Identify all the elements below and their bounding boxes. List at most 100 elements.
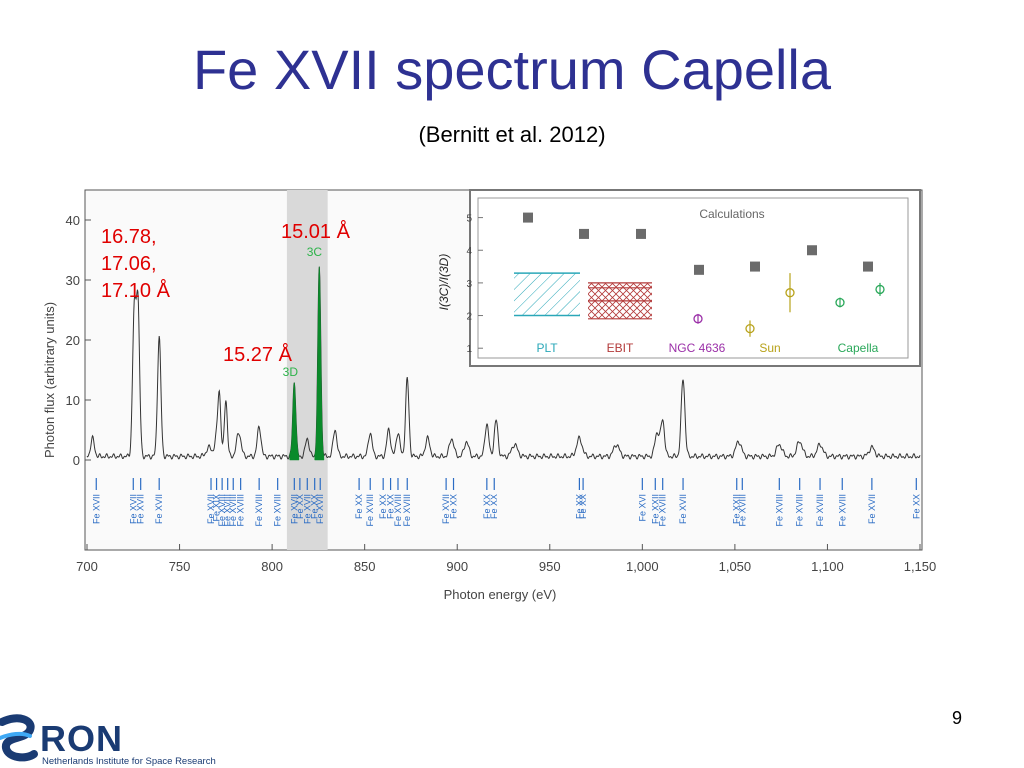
ion-label: Fe XX (310, 494, 320, 519)
slide-subtitle: (Bernitt et al. 2012) (418, 122, 606, 147)
inset-y-tick-label: 3 (466, 279, 472, 290)
ion-label: Fe XVIII (228, 494, 238, 527)
slide-title: Fe XVII spectrum Capella (192, 38, 832, 101)
ion-label: Fe XVII (154, 494, 164, 524)
sron-logo-mark (0, 714, 38, 762)
spectrum-plot: 0 10 20 30 40 700 750 800 850 900 950 1,000 1,050 1,1… (42, 190, 936, 602)
spectrum-line (86, 266, 921, 460)
ion-label: Fe XVII (678, 494, 688, 524)
ion-label: Fe XX (482, 494, 492, 519)
annotation-3c-wavelength: 15.01 Å (281, 221, 350, 243)
inset-title: Calculations (699, 207, 764, 221)
annotation-left-wavelengths: 16.78, 17.06, 17.10 Å (101, 224, 170, 305)
ion-label: Fe XX (578, 494, 588, 519)
x-tick-label: 700 (76, 559, 98, 574)
inset-y-tick-label: 2 (466, 312, 472, 323)
annotation-left-line-1: 16.78, (101, 226, 157, 248)
line-label-3d: 3D (283, 365, 299, 379)
inset-category-label: NGC 4636 (669, 341, 726, 355)
ion-label: Fe XX (489, 494, 499, 519)
ion-label: Fe XVIII (236, 494, 246, 527)
ion-label: Fe XXII (732, 494, 742, 524)
inset-y-tick-label: 1 (466, 344, 472, 355)
inset-y-axis-title: I(3C)/I(3D) (437, 254, 451, 311)
ion-label: Fe XVII (867, 494, 877, 524)
x-tick-label: 750 (169, 559, 191, 574)
ion-label: Fe XVIII (273, 494, 283, 527)
ion-label: Fe XX (295, 494, 305, 519)
calculation-point (523, 212, 533, 223)
observation-point (835, 297, 845, 308)
line-label-3c: 3C (307, 245, 323, 259)
ion-label: Fe XVIII (393, 494, 403, 527)
ion-label: Fe XXII (650, 494, 660, 524)
observation-point (785, 288, 795, 298)
x-tick-label: 800 (261, 559, 283, 574)
annotation-3d-wavelength: 15.27 Å (223, 344, 292, 366)
ion-label: Fe XVIII (217, 494, 227, 527)
x-axis-title: Photon energy (eV) (444, 587, 557, 602)
ion-label: Fe XVI (637, 494, 647, 522)
y-tick-label: 0 (73, 453, 80, 468)
inset-category-label: PLT (536, 341, 558, 355)
ion-label: Fe XVIII (837, 494, 847, 527)
ion-label: Fe XVIII (365, 494, 375, 527)
inset-category-label: EBIT (607, 341, 634, 355)
ion-label: Fe XX (449, 494, 459, 519)
calculation-point (636, 228, 646, 239)
inset-ratio-plot: Calculations I(3C)/I(3D) 1 2 3 4 5 PLT EBIT NGC 4… (437, 189, 921, 367)
ion-label: Fe XVIII (737, 494, 747, 527)
highlighted-line (289, 382, 300, 461)
ion-label: Fe XVIII (795, 494, 805, 527)
annotation-left-line-3: 17.10 Å (101, 280, 170, 302)
annotation-left-line-2: 17.06, (101, 253, 157, 275)
ion-label: Fe XVII (128, 494, 138, 524)
ion-label: Fe XVII (315, 494, 325, 524)
page-number: 9 (951, 708, 962, 728)
ion-label: Fe XVII (302, 494, 312, 524)
x-tick-label: 1,150 (904, 559, 937, 574)
ion-label: Fe XVIII (815, 494, 825, 527)
calculation-point (807, 245, 817, 256)
y-tick-label: 40 (66, 213, 80, 228)
ion-label: Fe XVII (441, 494, 451, 524)
ion-label: Fe XVIII (402, 494, 412, 527)
calculation-point (750, 261, 760, 272)
x-tick-label: 1,050 (719, 559, 752, 574)
observation-point (745, 323, 755, 334)
y-tick-label: 20 (66, 333, 80, 348)
sron-logo-text: RON (40, 718, 123, 759)
ion-label: Fe XVIII (223, 494, 233, 527)
ion-label: Fe XX (354, 494, 364, 519)
ion-label: Fe XVIII (254, 494, 264, 527)
ion-label: Fe XVII (206, 494, 216, 524)
ion-label: Fe XX (574, 494, 584, 519)
observation-point (875, 284, 885, 295)
y-tick-label: 10 (66, 393, 80, 408)
ion-label: Fe XVII (136, 494, 146, 524)
calculation-point (579, 228, 589, 239)
sron-logo-tagline: Netherlands Institute for Space Research (42, 756, 216, 767)
inset-category-label: Capella (838, 341, 879, 355)
x-tick-label: 950 (539, 559, 561, 574)
ion-label: Fe XVII (91, 494, 101, 524)
x-tick-label: 1,100 (811, 559, 844, 574)
calculation-point (863, 261, 873, 272)
inset-category-label: Sun (759, 341, 780, 355)
y-tick-label: 30 (66, 273, 80, 288)
x-tick-label: 850 (354, 559, 376, 574)
x-tick-label: 900 (446, 559, 468, 574)
ion-label: Fe XX (386, 494, 396, 519)
calculation-point (694, 264, 704, 275)
ion-label: Fe XVIII (774, 494, 784, 527)
observation-point (693, 314, 703, 324)
ion-label: Fe XX (911, 494, 921, 519)
highlighted-line (314, 266, 325, 461)
ion-label: Fe XIX (212, 494, 222, 522)
ion-label: Fe XVIII (658, 494, 668, 527)
inset-y-tick-label: 4 (466, 246, 472, 257)
plt-range (514, 273, 580, 316)
x-tick-label: 1,000 (626, 559, 659, 574)
ion-label: Fe XX (378, 494, 388, 519)
